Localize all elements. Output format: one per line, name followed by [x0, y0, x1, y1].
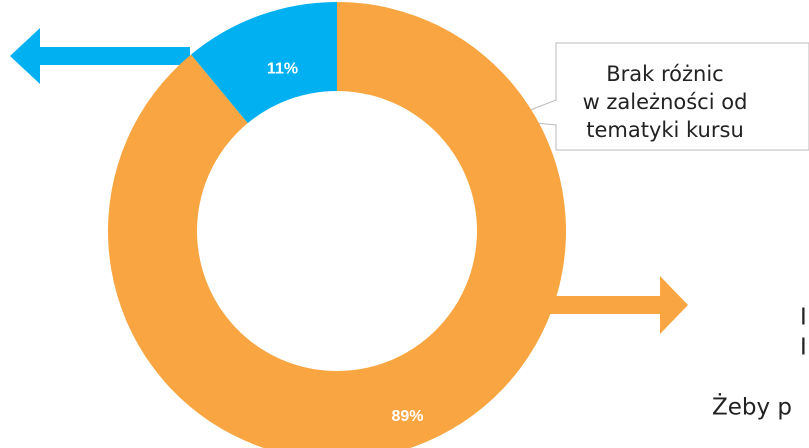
side-text: I: [800, 305, 807, 331]
side-text: I: [800, 335, 807, 361]
callout-tail-join: [553, 100, 559, 125]
callout-line: w zależności od: [583, 90, 748, 114]
callout-line: tematyki kursu: [586, 118, 744, 142]
blue-arrow: [10, 28, 190, 84]
value-label: 89%: [391, 408, 423, 425]
donut-segment: [108, 2, 566, 448]
value-label: 11%: [267, 61, 298, 78]
callout-line: Brak różnic: [606, 62, 723, 86]
side-text: Żeby p: [712, 393, 792, 421]
orange-arrow: [540, 276, 688, 334]
donut-segment: [191, 2, 337, 124]
donut: 89% 11%: [108, 2, 566, 448]
